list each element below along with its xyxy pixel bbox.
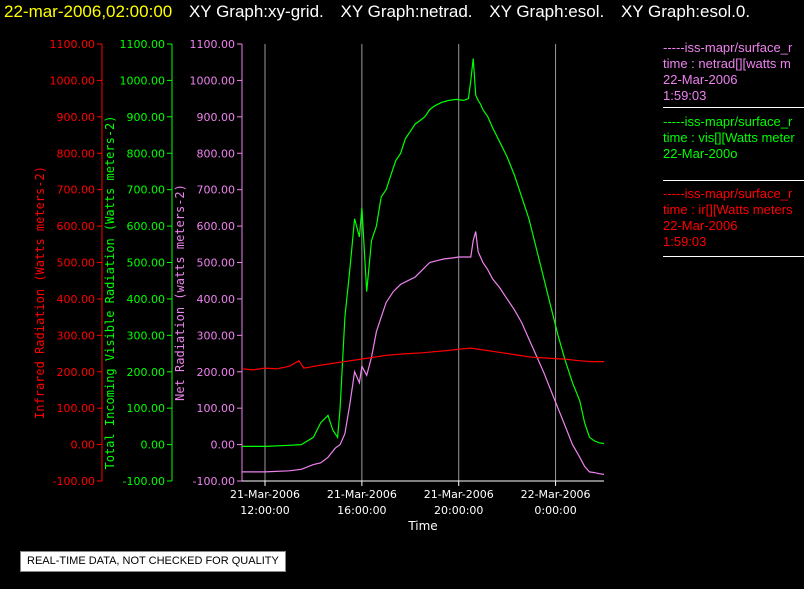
y-tick-label: 900.00 — [197, 111, 236, 124]
timestamp: 22-mar-2006,02:00:00 — [4, 2, 173, 21]
x-tick-label: 21-Mar-2006 — [230, 488, 300, 501]
y-tick-label: 500.00 — [57, 257, 96, 270]
y-tick-label: 100.00 — [127, 402, 166, 415]
graph-title: XY Graph:xy-grid. — [188, 2, 324, 21]
legend-date: 22-Mar-2006 — [663, 72, 738, 87]
x-axis-label: Time — [407, 519, 437, 533]
x-tick-label: 20:00:00 — [434, 504, 483, 517]
y-tick-label: -100.00 — [123, 475, 165, 488]
y-tick-label: 300.00 — [197, 329, 236, 342]
legend-time — [663, 162, 804, 178]
y-tick-label: 800.00 — [57, 147, 96, 160]
y-tick-label: 200.00 — [127, 366, 166, 379]
legend-divider — [663, 107, 804, 108]
series-line — [241, 347, 604, 371]
y-tick-label: 0.00 — [211, 439, 236, 452]
y-tick-label: 700.00 — [197, 184, 236, 197]
legend-time: 1:59:03 — [663, 234, 707, 249]
legend-desc: time : netrad[][watts m — [663, 56, 791, 71]
legend-divider — [663, 180, 804, 181]
legend-date: 22-Mar-200o — [663, 146, 738, 161]
header: 22-mar-2006,02:00:00 XY Graph:xy-grid. X… — [0, 0, 804, 26]
x-tick-label: 21-Mar-2006 — [424, 488, 494, 501]
series-line — [242, 58, 605, 447]
y-tick-label: -100.00 — [193, 475, 235, 488]
y-tick-label: 300.00 — [127, 329, 166, 342]
y-axis-label: Net Radiation (watts meters-2) — [173, 184, 187, 401]
y-tick-label: 100.00 — [57, 402, 96, 415]
y-tick-label: 700.00 — [57, 184, 96, 197]
legend-source: -----iss-mapr/surface_r — [663, 114, 793, 129]
y-tick-label: 400.00 — [57, 293, 96, 306]
x-tick-label: 22-Mar-2006 — [521, 488, 591, 501]
y-axis-label: Total Incoming Visible Radiation (Watts … — [103, 115, 117, 469]
y-tick-label: 1100.00 — [50, 38, 96, 51]
y-tick-label: 500.00 — [127, 257, 166, 270]
y-axis-label: Infrared Radiation (Watts meters-2) — [33, 166, 47, 419]
y-tick-label: 1000.00 — [120, 74, 166, 87]
y-tick-label: 300.00 — [57, 329, 96, 342]
y-tick-label: 0.00 — [141, 439, 166, 452]
y-tick-label: 800.00 — [127, 147, 166, 160]
y-tick-label: 600.00 — [197, 220, 236, 233]
legend-date: 22-Mar-2006 — [663, 218, 738, 233]
legend-source: -----iss-mapr/surface_r — [663, 186, 793, 201]
graph-title: XY Graph:netrad. — [340, 2, 473, 21]
y-tick-label: 600.00 — [127, 220, 166, 233]
y-tick-label: 600.00 — [57, 220, 96, 233]
graph-title: XY Graph:esol.0. — [620, 2, 751, 21]
legend-entry-netrad: -----iss-mapr/surface_r time : netrad[][… — [663, 40, 804, 104]
y-tick-label: 900.00 — [57, 111, 96, 124]
x-tick-label: 0:00:00 — [534, 504, 576, 517]
legend-entry-vis: -----iss-mapr/surface_r time : vis[][Wat… — [663, 114, 804, 178]
y-tick-label: 1100.00 — [190, 38, 236, 51]
y-tick-label: 400.00 — [127, 293, 166, 306]
y-tick-label: 200.00 — [197, 366, 236, 379]
x-tick-label: 12:00:00 — [240, 504, 289, 517]
x-tick-label: 16:00:00 — [337, 504, 386, 517]
legend-source: -----iss-mapr/surface_r — [663, 40, 793, 55]
legend-divider — [663, 256, 804, 257]
legend-entry-ir: -----iss-mapr/surface_r time : ir[][Watt… — [663, 186, 804, 250]
legend-desc: time : vis[][Watts meter — [663, 130, 795, 145]
y-tick-label: 1100.00 — [120, 38, 166, 51]
y-tick-label: 800.00 — [197, 147, 236, 160]
x-tick-label: 21-Mar-2006 — [327, 488, 397, 501]
y-tick-label: 0.00 — [71, 439, 96, 452]
legend-time: 1:59:03 — [663, 88, 707, 103]
legend-desc: time : ir[][Watts meters — [663, 202, 793, 217]
y-tick-label: 900.00 — [127, 111, 166, 124]
y-tick-label: 100.00 — [197, 402, 236, 415]
y-tick-label: 1000.00 — [190, 74, 236, 87]
y-tick-label: 500.00 — [197, 257, 236, 270]
y-tick-label: 400.00 — [197, 293, 236, 306]
qc-note: REAL-TIME DATA, NOT CHECKED FOR QUALITY — [20, 551, 286, 572]
y-tick-label: 1000.00 — [50, 74, 96, 87]
y-tick-label: 700.00 — [127, 184, 166, 197]
y-tick-label: 200.00 — [57, 366, 96, 379]
y-tick-label: -100.00 — [53, 475, 95, 488]
series-line — [242, 231, 605, 475]
graph-title: XY Graph:esol. — [489, 2, 605, 21]
